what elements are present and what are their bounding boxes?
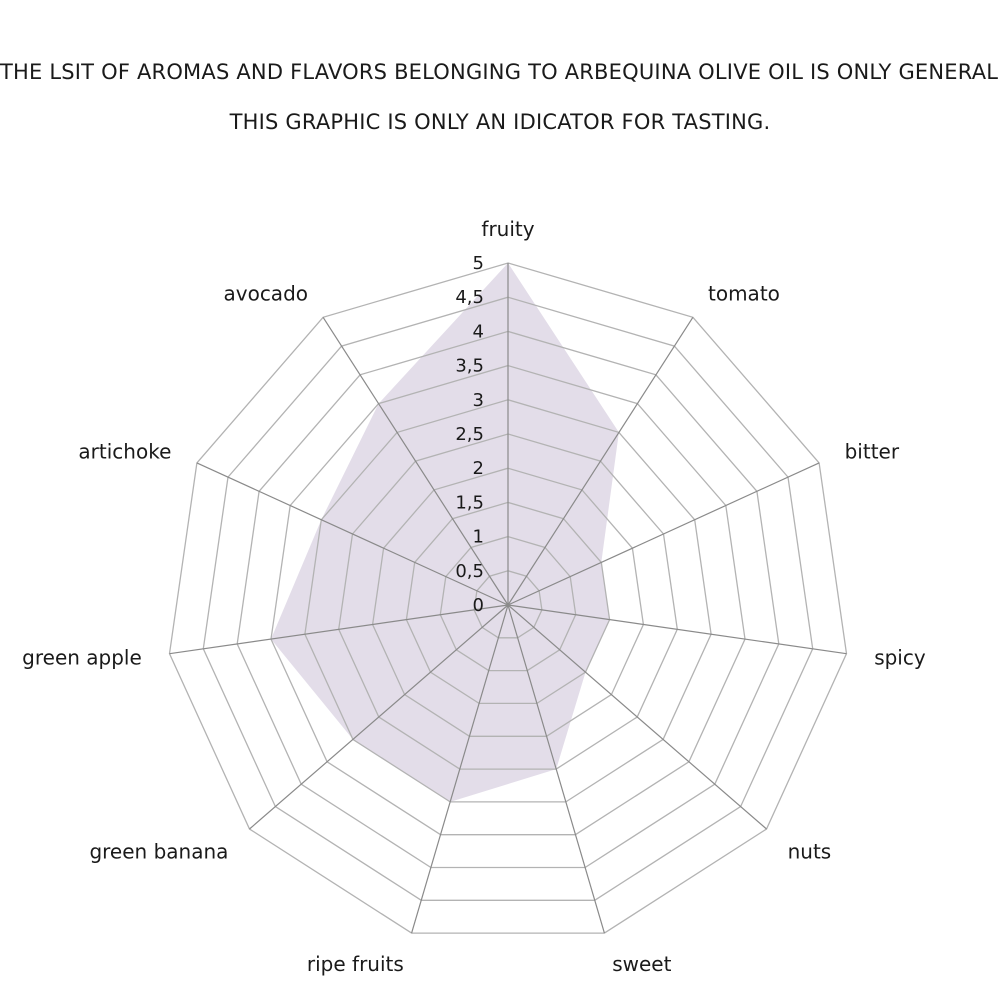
grid-ring — [473, 570, 543, 639]
spoke — [507, 604, 847, 655]
tick-label: 1 — [473, 527, 484, 548]
spoke — [507, 316, 694, 606]
category-label: avocado — [223, 282, 308, 306]
spoke — [507, 462, 820, 606]
chart-title-line-2: THIS GRAPHIC IS ONLY AN IDICATOR FOR TAS… — [229, 110, 771, 134]
category-label: green banana — [89, 839, 228, 863]
spoke — [411, 604, 509, 934]
category-label: green apple — [22, 646, 142, 670]
grid-ring — [439, 535, 577, 672]
tick-label: 3,5 — [455, 356, 484, 377]
category-label: fruity — [481, 217, 534, 241]
spoke — [249, 604, 509, 830]
spoke — [169, 604, 509, 655]
category-label: spicy — [874, 646, 926, 670]
grid-ring — [371, 467, 645, 737]
tick-label: 4,5 — [455, 287, 484, 308]
grid-ring — [270, 364, 746, 836]
tick-label: 3 — [473, 390, 484, 411]
spoke — [322, 316, 509, 606]
category-label: tomato — [708, 282, 780, 306]
category-label: artichoke — [78, 439, 171, 463]
grid-ring — [405, 501, 611, 705]
spoke — [196, 462, 509, 606]
tick-label: 2,5 — [455, 424, 484, 445]
category-label: ripe fruits — [307, 952, 404, 976]
tick-label: 0,5 — [455, 561, 484, 582]
tick-label: 5 — [473, 253, 484, 274]
chart-title-line-1: THE LSIT OF AROMAS AND FLAVORS BELONGING… — [0, 60, 1000, 84]
tick-label: 1,5 — [455, 492, 484, 513]
tick-label: 4 — [473, 321, 484, 342]
tick-label: 2 — [473, 458, 484, 479]
category-label: sweet — [612, 952, 671, 976]
grid-ring — [304, 399, 712, 803]
category-label: nuts — [788, 839, 832, 863]
category-label: bitter — [845, 439, 900, 463]
spoke — [507, 604, 605, 934]
spoke — [507, 604, 767, 830]
grid-ring — [236, 330, 780, 869]
grid-ring — [168, 262, 848, 934]
tick-label: 0 — [473, 595, 484, 616]
grid-ring — [202, 296, 814, 901]
grid-ring — [338, 433, 678, 770]
